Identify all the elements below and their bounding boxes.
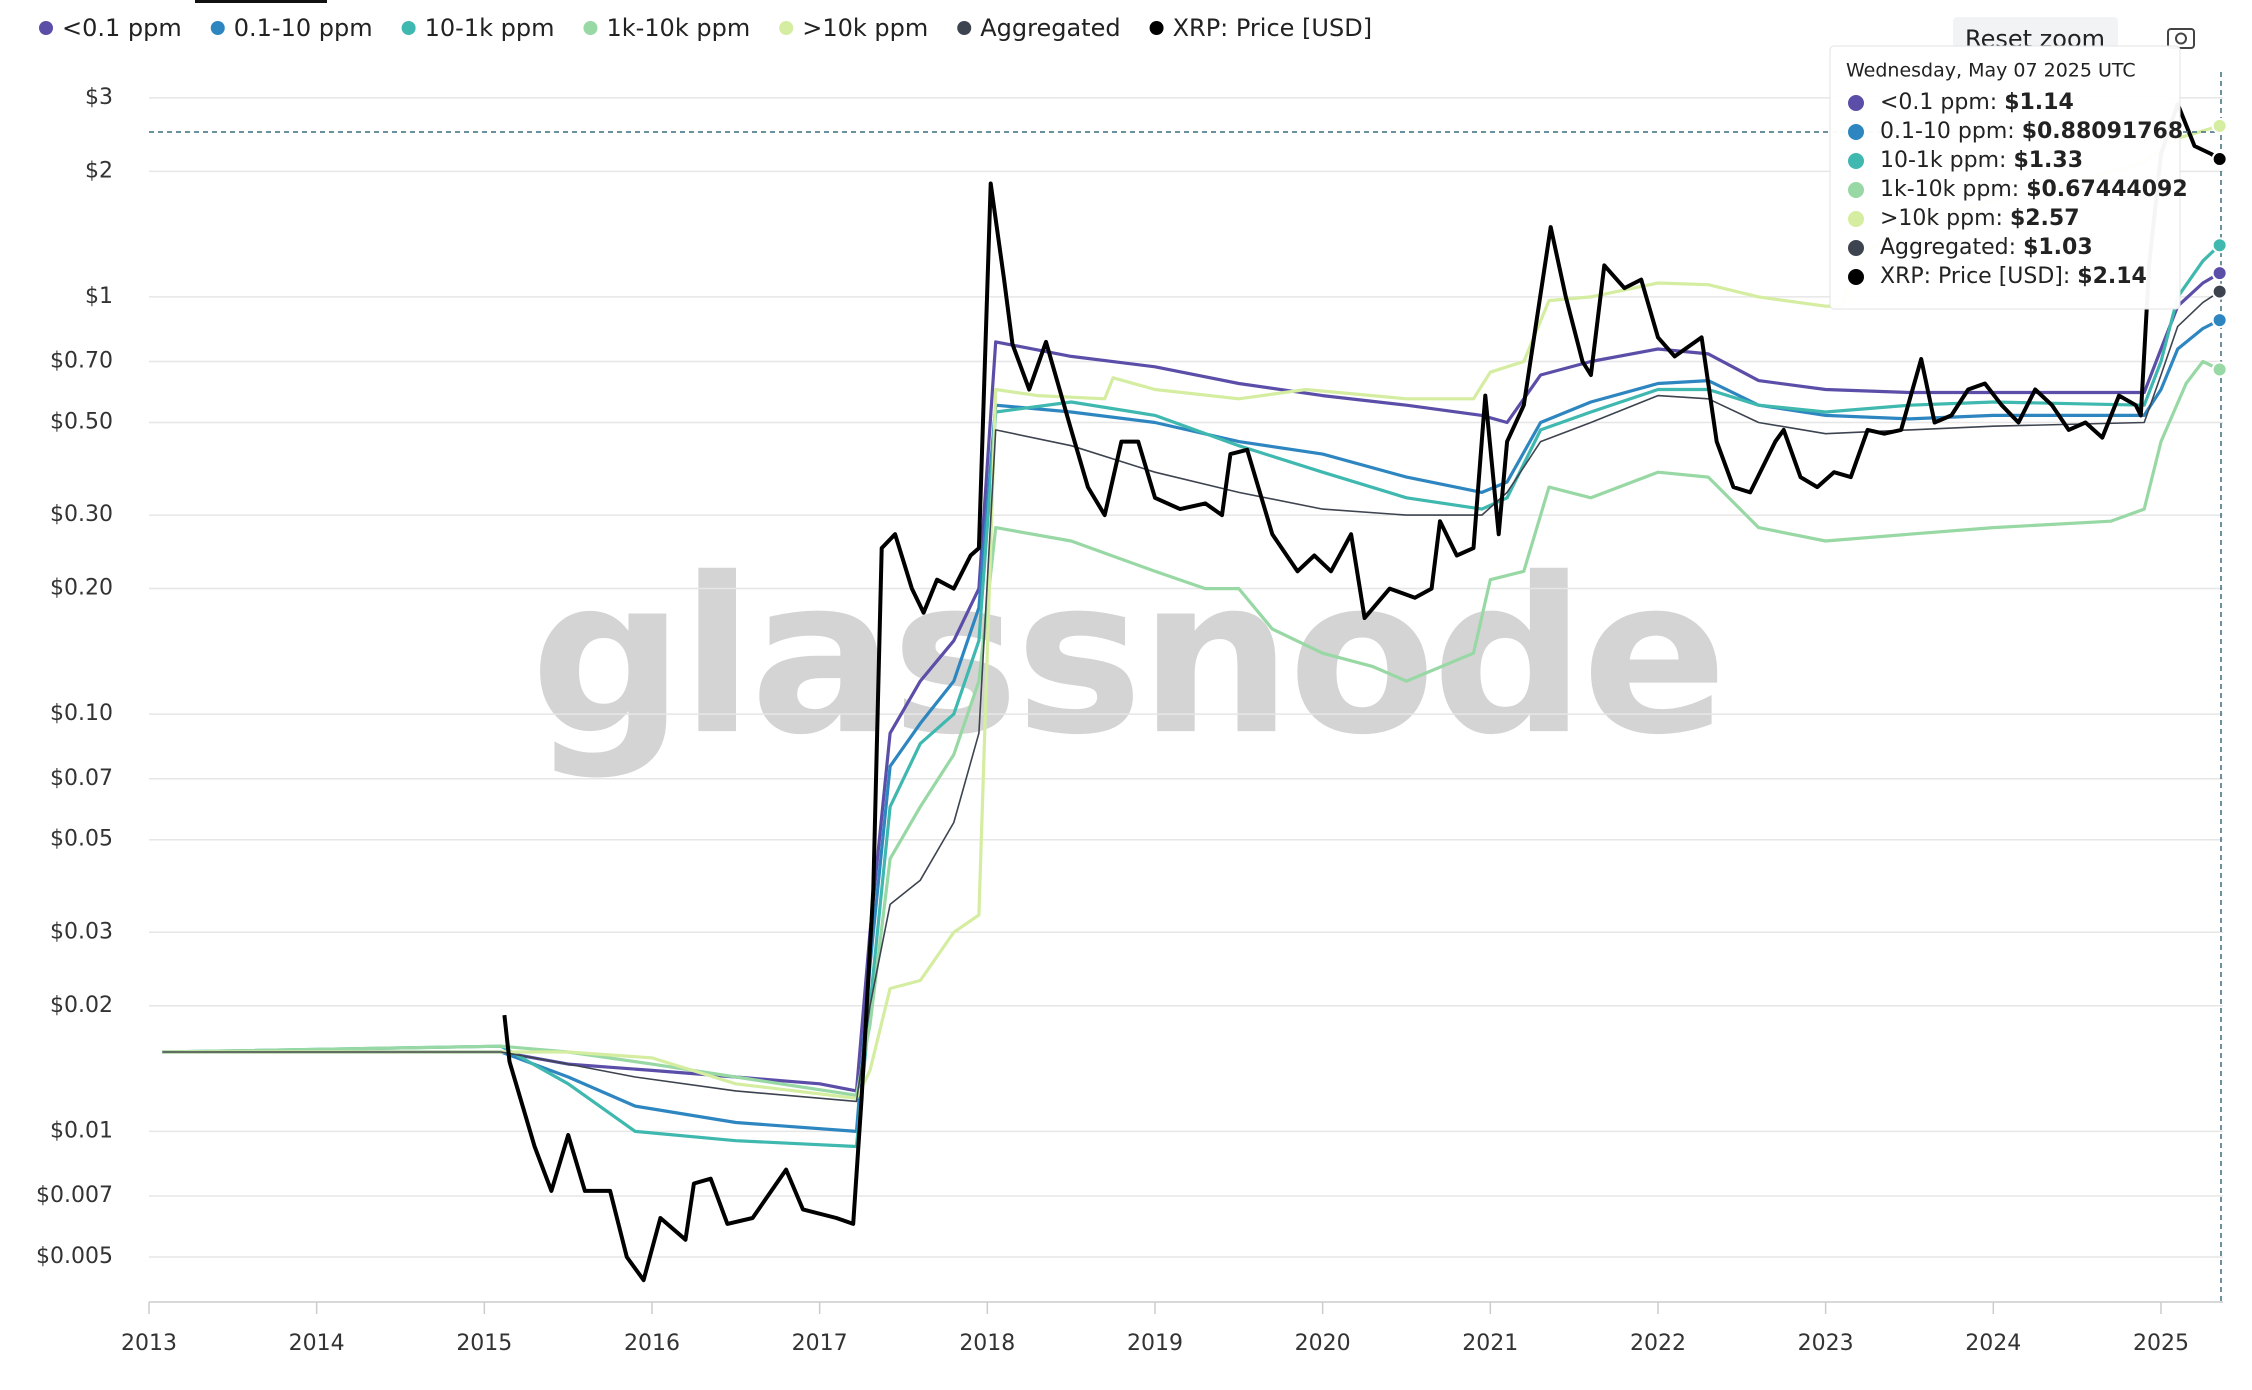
tooltip-row: >10k ppm: $2.57 xyxy=(1880,206,2080,231)
y-tick-label: $0.10 xyxy=(50,701,113,726)
tooltip-row: 0.1-10 ppm: $0.88091768 xyxy=(1880,119,2183,144)
x-tick-label: 2019 xyxy=(1127,1331,1183,1356)
tooltip-value: $1.33 xyxy=(2013,148,2083,173)
x-tick-label: 2024 xyxy=(1965,1331,2021,1356)
tooltip-row: 1k-10k ppm: $0.67444092 xyxy=(1880,177,2188,202)
x-tick-label: 2021 xyxy=(1462,1331,1518,1356)
y-tick-label: $0.20 xyxy=(50,576,113,601)
legend-label[interactable]: 1k-10k ppm xyxy=(606,14,750,42)
series-line xyxy=(162,359,2221,1097)
x-tick-label: 2017 xyxy=(792,1331,848,1356)
tooltip-value: $1.14 xyxy=(2004,90,2074,115)
y-tick-label: $0.70 xyxy=(50,349,113,374)
tooltip-marker xyxy=(1848,269,1864,285)
y-tick-label: $0.30 xyxy=(50,502,113,527)
tooltip-label: 10-1k ppm: xyxy=(1880,148,2006,173)
x-tick-label: 2025 xyxy=(2133,1331,2189,1356)
tooltip-value: $2.14 xyxy=(2077,264,2147,289)
legend-marker[interactable] xyxy=(39,21,53,35)
y-tick-label: $0.01 xyxy=(50,1118,113,1143)
tooltip-label: Aggregated: xyxy=(1880,235,2016,260)
legend-marker[interactable] xyxy=(1149,21,1164,35)
camera-lens[interactable] xyxy=(2175,32,2187,45)
legend-marker[interactable] xyxy=(210,21,225,35)
y-tick-label: $2 xyxy=(85,158,113,183)
legend-marker[interactable] xyxy=(957,21,972,35)
lines xyxy=(162,102,2221,1283)
x-tick-label: 2013 xyxy=(121,1331,177,1356)
x-tick-label: 2020 xyxy=(1295,1331,1351,1356)
legend: <0.1 ppm 0.1-10 ppm 10-1k ppm 1k-10k ppm >10… xyxy=(39,14,1372,42)
tooltip-marker xyxy=(1848,211,1864,227)
tooltip-label: <0.1 ppm: xyxy=(1880,90,1997,115)
top-accent xyxy=(195,0,327,3)
y-tick-label: $0.05 xyxy=(50,827,113,852)
x-tick-label: 2023 xyxy=(1798,1331,1854,1356)
y-tick-label: $0.02 xyxy=(50,993,113,1018)
watermark: glassnode xyxy=(530,531,1723,782)
series-line xyxy=(162,318,2221,1133)
tooltip-value: $0.67444092 xyxy=(2026,177,2187,202)
tooltip-label: XRP: Price [USD]: xyxy=(1880,264,2070,289)
legend-marker[interactable] xyxy=(779,21,794,35)
tooltip-box xyxy=(1829,45,2181,310)
tooltip-date: Wednesday, May 07 2025 UTC xyxy=(1846,60,2136,82)
tooltip-value: $1.03 xyxy=(2023,235,2093,260)
legend-label[interactable]: >10k ppm xyxy=(802,14,928,42)
x-tick-label: 2022 xyxy=(1630,1331,1686,1356)
x-tick-label: 2016 xyxy=(624,1331,680,1356)
tooltip-row: 10-1k ppm: $1.33 xyxy=(1880,148,2083,173)
end-marker xyxy=(2211,117,2228,134)
y-tick-label: $0.005 xyxy=(36,1244,113,1269)
y-tick-label: $0.07 xyxy=(50,766,113,791)
camera-icon[interactable] xyxy=(2167,28,2195,49)
legend-label[interactable]: <0.1 ppm xyxy=(62,14,182,42)
tooltip: Wednesday, May 07 2025 UTC <0.1 ppm: $1.1… xyxy=(1829,45,2188,310)
end-marker xyxy=(2211,237,2228,254)
tooltip-marker xyxy=(1848,153,1864,169)
tooltip-label: 0.1-10 ppm: xyxy=(1880,119,2015,144)
tooltip-value: $2.57 xyxy=(2010,206,2080,231)
end-marker xyxy=(2211,265,2228,282)
camera-body[interactable] xyxy=(2167,28,2195,49)
x-tick-label: 2018 xyxy=(959,1331,1015,1356)
x-tick-label: 2015 xyxy=(456,1331,512,1356)
y-tick-label: $0.50 xyxy=(50,410,113,435)
legend-label[interactable]: 10-1k ppm xyxy=(425,14,555,42)
tooltip-marker xyxy=(1848,182,1864,198)
end-marker xyxy=(2211,361,2228,378)
legend-label[interactable]: 0.1-10 ppm xyxy=(234,14,373,42)
series-line xyxy=(162,290,2221,1103)
tooltip-value: $0.88091768 xyxy=(2022,119,2183,144)
end-marker xyxy=(2211,283,2228,300)
legend-marker[interactable] xyxy=(583,21,598,35)
y-tick-label: $0.03 xyxy=(50,919,113,944)
tooltip-marker xyxy=(1848,124,1864,140)
legend-label[interactable]: Aggregated xyxy=(980,14,1120,42)
tooltip-row: Aggregated: $1.03 xyxy=(1880,235,2093,260)
series-line xyxy=(502,102,2221,1283)
grid: $3 $2 $1 $0.70 $0.50 $0.30 $0.20 $0.10 $0.07 $0.0… xyxy=(36,85,2223,1356)
tooltip-marker xyxy=(1848,95,1864,111)
end-marker xyxy=(2211,312,2228,329)
y-tick-label: $0.007 xyxy=(36,1183,113,1208)
x-tick-label: 2014 xyxy=(289,1331,345,1356)
y-tick-label: $3 xyxy=(85,85,113,110)
y-tick-label: $1 xyxy=(85,284,113,309)
tooltip-row: XRP: Price [USD]: $2.14 xyxy=(1880,264,2147,289)
tooltip-label: 1k-10k ppm: xyxy=(1880,177,2019,202)
tooltip-label: >10k ppm: xyxy=(1880,206,2003,231)
end-marker xyxy=(2211,151,2228,168)
tooltip-marker xyxy=(1848,240,1864,256)
end-markers xyxy=(2211,117,2228,378)
legend-label[interactable]: XRP: Price [USD] xyxy=(1173,14,1373,42)
tooltip-row: <0.1 ppm: $1.14 xyxy=(1880,90,2074,115)
legend-marker[interactable] xyxy=(401,21,416,35)
